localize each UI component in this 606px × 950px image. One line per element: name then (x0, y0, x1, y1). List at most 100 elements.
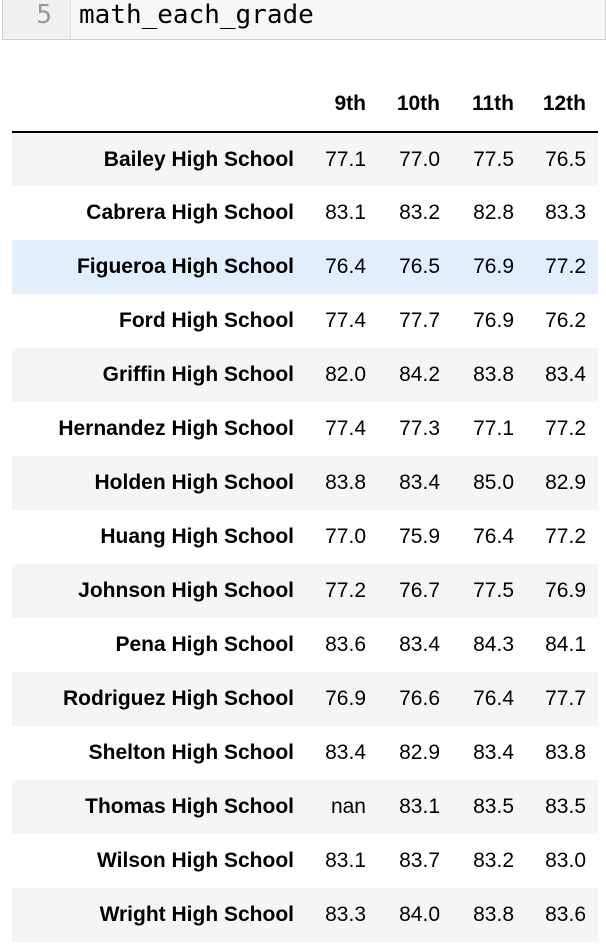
dataframe-table: 9th 10th 11th 12th Bailey High School 77.… (12, 76, 598, 942)
table-row: Shelton High School 83.4 82.9 83.4 83.8 (12, 726, 598, 780)
row-index-label: Wright High School (99, 903, 294, 926)
table-cell: 83.4 (399, 633, 440, 656)
row-index-label: Hernandez High School (58, 417, 294, 440)
table-cell: 83.5 (545, 795, 586, 818)
table-cell: 77.2 (325, 579, 366, 602)
table-cell: 83.8 (473, 903, 514, 926)
table-cell: 77.1 (325, 147, 366, 171)
table-row: Wright High School 83.3 84.0 83.8 83.6 (12, 888, 598, 942)
table-cell: 76.9 (545, 579, 586, 602)
table-cell: 84.3 (473, 633, 514, 656)
table-cell: 84.2 (399, 363, 440, 386)
table-cell: 83.8 (325, 471, 366, 494)
table-cell: 83.4 (545, 363, 586, 386)
table-row: Johnson High School 77.2 76.7 77.5 76.9 (12, 564, 598, 618)
table-cell: 82.8 (473, 201, 514, 224)
row-index-label: Huang High School (100, 525, 294, 548)
column-header: 11th (452, 76, 526, 133)
table-cell: 83.6 (325, 633, 366, 656)
column-header: 9th (306, 76, 378, 133)
row-index-label: Holden High School (94, 471, 295, 494)
code-line[interactable]: math_each_grade (79, 0, 314, 30)
table-cell: 76.6 (399, 687, 440, 710)
table-cell: 77.4 (325, 309, 366, 332)
table-row: Thomas High School nan 83.1 83.5 83.5 (12, 780, 598, 834)
row-index-label: Pena High School (115, 633, 294, 656)
table-cell: 85.0 (473, 471, 514, 494)
table-cell: 83.6 (545, 903, 586, 926)
table-cell: 76.4 (473, 525, 514, 548)
table-cell: 76.9 (473, 309, 514, 332)
table-cell: 77.5 (473, 579, 514, 602)
index-header (12, 76, 306, 133)
column-header: 10th (378, 76, 452, 133)
table-cell: 77.5 (473, 147, 514, 171)
table-cell: 84.1 (545, 633, 586, 656)
table-row: Figueroa High School 76.4 76.5 76.9 77.2 (12, 240, 598, 294)
table-cell: 83.0 (545, 849, 586, 872)
table-cell: 83.2 (399, 201, 440, 224)
table-cell: 83.8 (545, 741, 586, 764)
table-cell: 83.4 (473, 741, 514, 764)
table-cell: 82.9 (545, 471, 586, 494)
table-cell: 76.4 (473, 687, 514, 710)
row-index-label: Griffin High School (102, 363, 294, 386)
table-cell: 76.9 (325, 687, 366, 710)
table-cell: 84.0 (399, 903, 440, 926)
table-cell: 83.5 (473, 795, 514, 818)
table-cell: 76.5 (545, 147, 586, 171)
table-cell: 83.4 (325, 741, 366, 764)
table-cell: 83.8 (473, 363, 514, 386)
row-index-label: Bailey High School (103, 147, 294, 171)
table-row: Holden High School 83.8 83.4 85.0 82.9 (12, 456, 598, 510)
column-header: 12th (526, 76, 598, 133)
table-cell: 77.3 (399, 417, 440, 440)
table-cell: 75.9 (399, 525, 440, 548)
table-row: Wilson High School 83.1 83.7 83.2 83.0 (12, 834, 598, 888)
table-row: Cabrera High School 83.1 83.2 82.8 83.3 (12, 186, 598, 240)
table-row: Bailey High School 77.1 77.0 77.5 76.5 (12, 132, 598, 186)
table-cell: 83.3 (325, 903, 366, 926)
table-row: Pena High School 83.6 83.4 84.3 84.1 (12, 618, 598, 672)
row-index-label: Thomas High School (85, 795, 294, 818)
line-number: 5 (3, 0, 71, 39)
table-cell: 76.4 (325, 255, 366, 278)
table-cell: 77.1 (473, 417, 514, 440)
header-row: 9th 10th 11th 12th (12, 76, 598, 133)
table-cell: 82.0 (325, 363, 366, 386)
table-row: Ford High School 77.4 77.7 76.9 76.2 (12, 294, 598, 348)
table-row: Griffin High School 82.0 84.2 83.8 83.4 (12, 348, 598, 402)
table-cell: 76.9 (473, 255, 514, 278)
table-cell: 83.1 (325, 849, 366, 872)
table-cell: 77.0 (399, 147, 440, 171)
table-cell: 77.2 (545, 255, 586, 278)
row-index-label: Cabrera High School (86, 201, 294, 224)
table-cell: 83.7 (399, 849, 440, 872)
row-index-label: Shelton High School (88, 741, 294, 764)
table-row: Huang High School 77.0 75.9 76.4 77.2 (12, 510, 598, 564)
table-cell: 83.1 (399, 795, 440, 818)
row-index-label: Wilson High School (97, 849, 294, 872)
table-cell: nan (330, 795, 366, 818)
row-index-label: Figueroa High School (76, 255, 294, 278)
table-cell: 76.5 (399, 255, 440, 278)
table-cell: 82.9 (399, 741, 440, 764)
table-cell: 83.3 (545, 201, 586, 224)
table-cell: 77.2 (545, 417, 586, 440)
row-index-label: Johnson High School (78, 579, 294, 602)
table-cell: 77.7 (545, 687, 586, 710)
row-index-label: Ford High School (119, 309, 294, 332)
table-cell: 83.2 (473, 849, 514, 872)
table-cell: 77.7 (399, 309, 440, 332)
table-cell: 76.7 (399, 579, 440, 602)
table-cell: 83.1 (325, 201, 366, 224)
code-cell[interactable]: 5 math_each_grade (2, 0, 606, 40)
table-cell: 77.0 (325, 525, 366, 548)
table-cell: 77.4 (325, 417, 366, 440)
row-index-label: Rodriguez High School (63, 687, 294, 710)
cell-output: 9th 10th 11th 12th Bailey High School 77.… (12, 76, 598, 942)
table-cell: 83.4 (399, 471, 440, 494)
table-row: Hernandez High School 77.4 77.3 77.1 77.2 (12, 402, 598, 456)
table-cell: 77.2 (545, 525, 586, 548)
table-cell: 76.2 (545, 309, 586, 332)
